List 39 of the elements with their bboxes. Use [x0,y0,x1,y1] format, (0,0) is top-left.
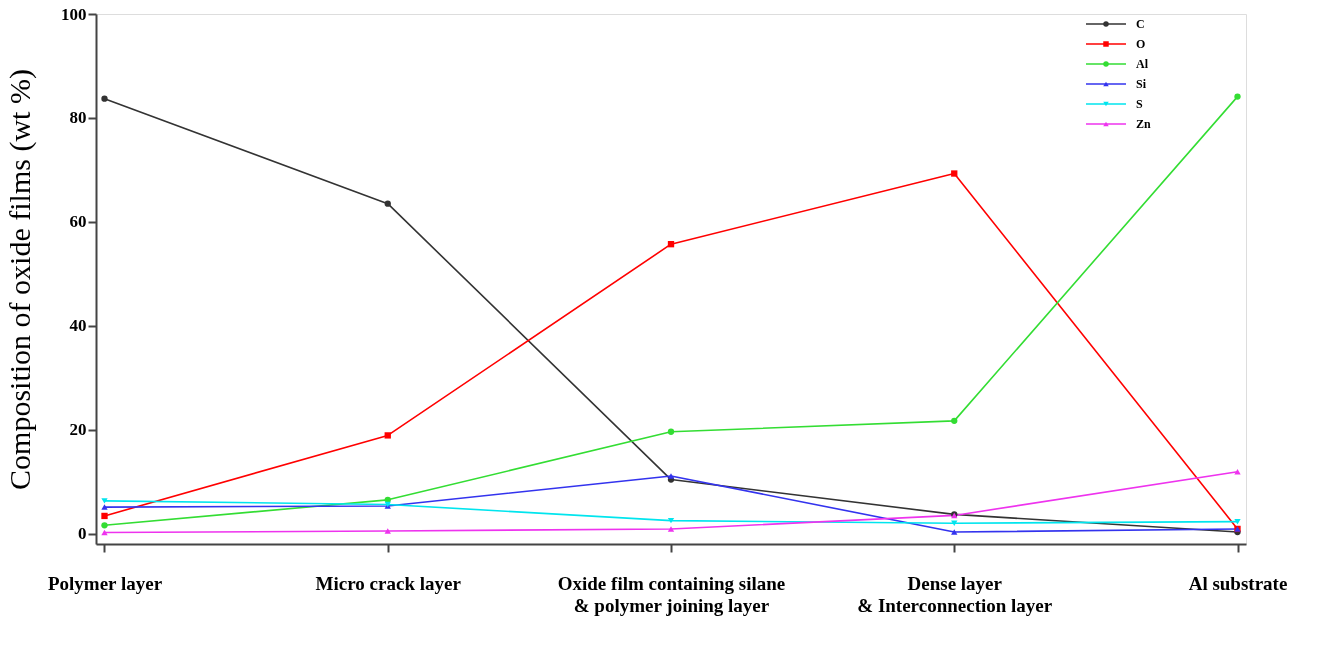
y-tick-label: 40 [69,316,87,336]
legend-label: O [1136,37,1146,51]
point [951,170,958,177]
point [667,428,675,435]
y-tick-label: 100 [61,4,87,24]
x-tick-label: Oxide film containing silane & polymer joining layer [557,572,786,616]
legend-label: Zn [1136,117,1151,131]
point [101,498,108,504]
point [667,526,675,532]
point [101,522,108,529]
y-tick-label: 20 [69,420,87,440]
point [1234,518,1241,525]
point [101,504,108,510]
point [101,95,108,102]
legend-label: Al [1136,57,1149,71]
point [951,417,958,425]
x-tick-label: Polymer layer [47,572,163,594]
y-axis-title: Composition of oxide films (wt %) [3,69,37,490]
x-tick-label: Micro crack layer [315,572,462,594]
legend-label: S [1136,97,1143,111]
y-tick-label: 60 [69,212,87,232]
point [384,528,391,534]
point [101,512,108,520]
point [667,241,675,248]
point [1234,469,1241,475]
point [951,520,958,526]
x-tick-label: Dense layer & Interconnection layer [857,572,1053,616]
legend-label: Si [1136,77,1147,91]
legend-label: C [1136,17,1145,31]
point [951,529,958,535]
point [384,496,391,503]
point [667,517,675,524]
y-tick-label: 0 [78,524,87,544]
point [1234,93,1241,100]
point [667,473,675,479]
point [384,200,391,207]
x-tick-label: Al substrate [1188,572,1288,594]
point [384,432,391,439]
y-tick-label: 80 [69,108,87,128]
